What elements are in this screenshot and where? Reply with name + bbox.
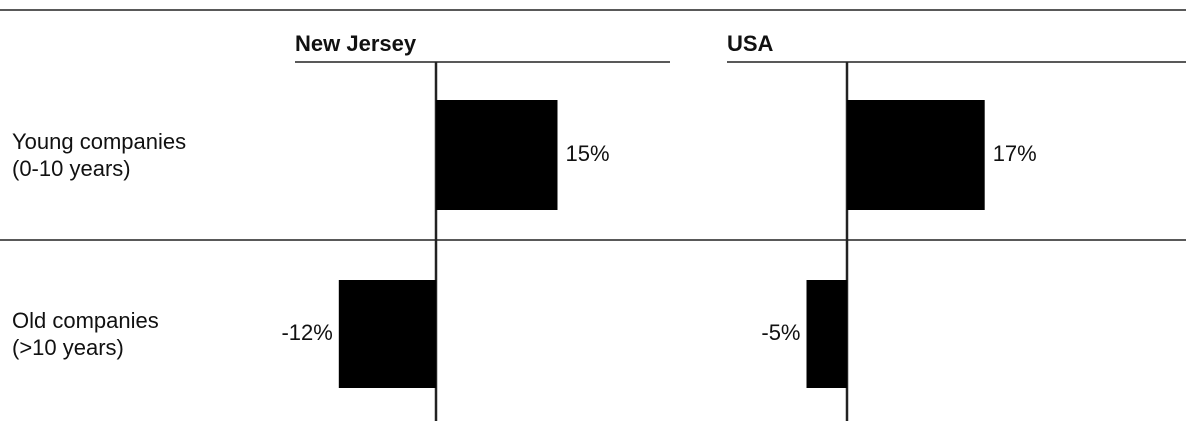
value-label: 15%	[566, 141, 610, 166]
bar	[338, 280, 436, 388]
category-label: Old companies (>10 years)	[12, 308, 159, 360]
value-label: 17%	[993, 141, 1037, 166]
category-label: Young companies (0-10 years)	[12, 129, 187, 181]
bar	[847, 100, 985, 210]
value-label: -5%	[761, 320, 800, 345]
bar	[436, 100, 558, 210]
bar	[806, 280, 847, 388]
panel-title: USA	[727, 31, 774, 56]
panel-title: New Jersey	[295, 31, 417, 56]
value-label: -12%	[281, 320, 332, 345]
